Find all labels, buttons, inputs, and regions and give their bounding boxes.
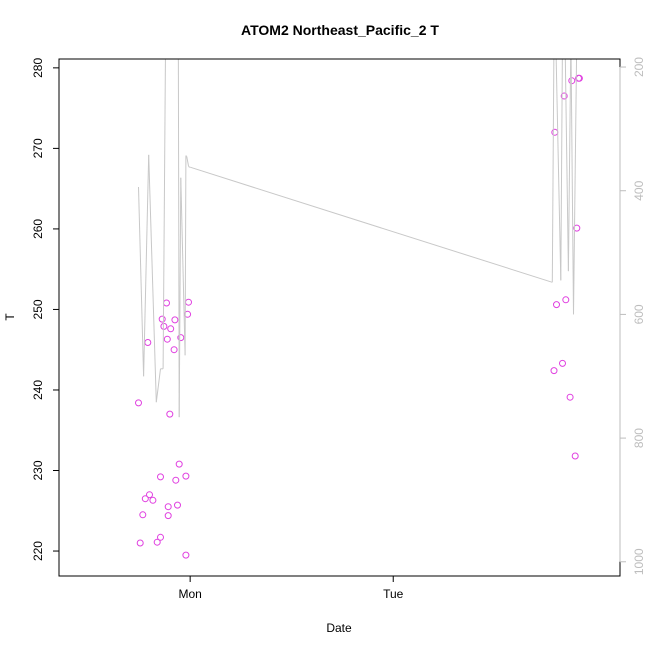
data-point	[149, 496, 157, 504]
series-line-segment	[177, 59, 180, 418]
data-point	[571, 452, 579, 460]
x-axis-label: Date	[326, 621, 352, 635]
series-line-segment	[185, 155, 188, 157]
y-left-tick-label: 270	[31, 138, 45, 158]
y-left-tick-label: 250	[31, 299, 45, 319]
data-point	[562, 296, 570, 304]
data-point	[177, 334, 185, 342]
data-point	[139, 511, 147, 519]
data-point	[182, 551, 190, 559]
series-line-segment	[560, 59, 563, 281]
axes-layer: Mon Tue 220 230 240 250 260 270 280 200 400 600 800 1…	[31, 57, 646, 601]
data-point	[157, 533, 164, 541]
series-line-segment	[564, 59, 569, 272]
y-right-tick-label: 600	[632, 304, 646, 324]
y-left-tick-label: 240	[31, 380, 45, 400]
data-point	[573, 224, 581, 232]
data-point	[135, 399, 142, 407]
data-point	[185, 298, 192, 306]
data-point	[551, 128, 559, 136]
data-point	[164, 503, 172, 511]
series-points-group	[135, 74, 583, 559]
data-point	[163, 335, 171, 343]
series-line-segment	[567, 59, 572, 272]
data-point	[146, 491, 153, 499]
series-line-segment	[162, 59, 166, 369]
series-layer	[135, 59, 583, 559]
x-tick-label: Mon	[178, 587, 201, 601]
data-point	[174, 501, 181, 509]
series-line-segment	[148, 154, 157, 403]
series-line-segment	[186, 156, 189, 167]
data-point	[170, 346, 178, 354]
data-point	[166, 410, 174, 418]
y-right-tick-label: 400	[632, 180, 646, 200]
series-line-segment	[138, 186, 145, 377]
series-line-segment	[188, 165, 190, 168]
data-point	[157, 473, 164, 481]
x-tick-label: Tue	[383, 587, 404, 601]
data-point	[153, 538, 161, 546]
series-line-segment	[570, 59, 574, 315]
y-left-tick-label: 260	[31, 219, 45, 239]
data-point	[136, 539, 144, 547]
series-line-segment	[190, 166, 553, 283]
data-point	[560, 92, 568, 100]
series-line-segment	[551, 59, 555, 283]
data-point	[559, 359, 566, 367]
data-point	[171, 316, 179, 324]
data-point	[553, 301, 560, 309]
y-axis-label: T	[3, 313, 17, 321]
y-left-tick-label: 280	[31, 58, 45, 78]
data-point	[164, 512, 172, 520]
data-point	[175, 460, 183, 468]
chart-title: ATOM2 Northeast_Pacific_2 T	[241, 22, 439, 38]
data-point	[144, 339, 152, 346]
data-point	[566, 393, 574, 401]
series-line-group	[138, 59, 578, 418]
data-point	[163, 299, 170, 307]
data-point	[167, 325, 175, 333]
series-line-segment	[573, 59, 578, 315]
y-right-tick-label: 200	[632, 57, 646, 77]
y-left-tick-label: 220	[31, 541, 45, 561]
series-line-segment	[184, 155, 187, 356]
data-point	[158, 315, 166, 323]
y-right-tick-label: 800	[632, 428, 646, 448]
series-line-segment	[143, 154, 150, 377]
series-line-segment	[180, 177, 186, 356]
data-point	[172, 476, 180, 484]
series-line-segment	[555, 59, 562, 281]
data-point	[550, 367, 558, 375]
series-line-segment	[155, 368, 161, 403]
y-left-tick-label: 230	[31, 460, 45, 480]
plot-frame	[58, 58, 621, 577]
series-line-segment	[178, 177, 182, 418]
y-right-tick-label: 1000	[632, 548, 646, 575]
data-point	[141, 495, 149, 503]
data-point	[182, 472, 190, 480]
